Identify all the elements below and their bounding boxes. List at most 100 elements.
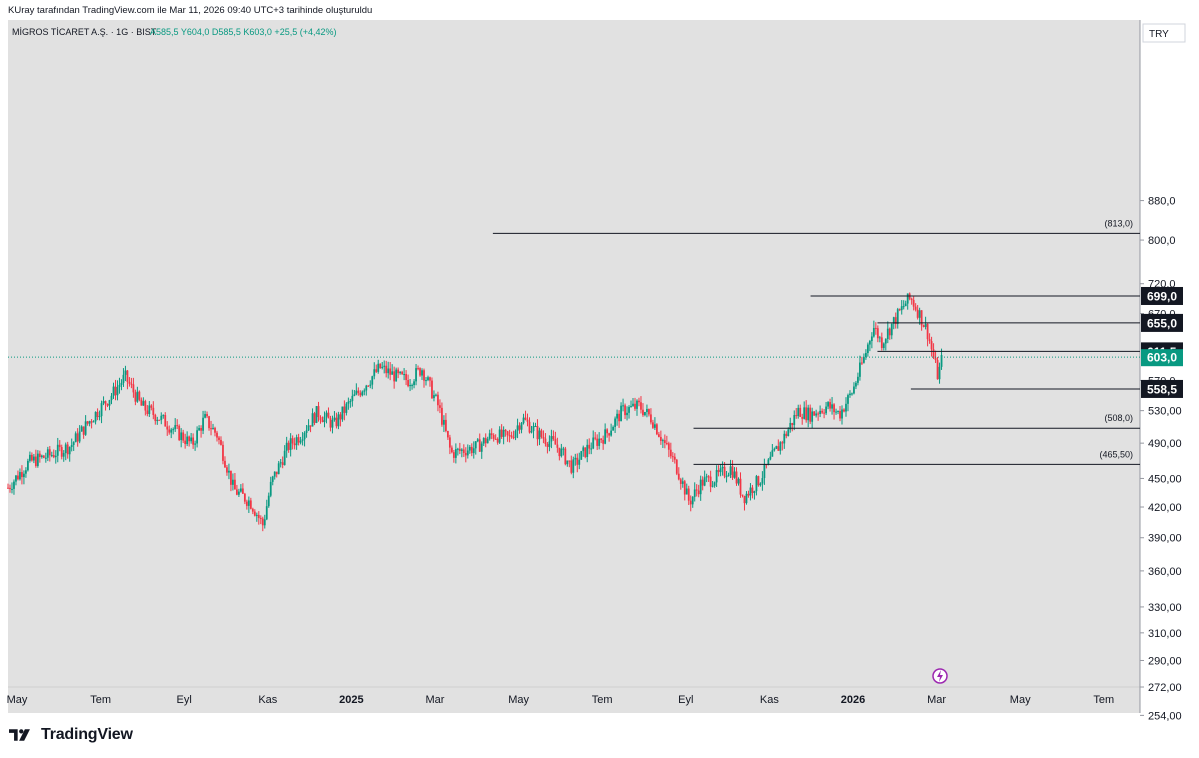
candle-body <box>727 474 730 477</box>
candle-body <box>230 470 232 485</box>
currency-box[interactable]: TRY <box>1142 23 1186 43</box>
price-axis[interactable] <box>1140 20 1192 713</box>
candle-body <box>116 387 119 396</box>
candle-body <box>371 376 374 385</box>
candle-body <box>120 382 123 385</box>
candle-body <box>902 306 905 308</box>
chart-pane[interactable] <box>8 20 1140 687</box>
symbol-name[interactable]: MİGROS TİCARET A.Ş. · 1G · BIST <box>12 27 157 37</box>
candle-body <box>932 349 935 358</box>
candle-body <box>299 440 302 443</box>
candle-body <box>297 437 300 443</box>
candle-body <box>845 403 847 412</box>
candle-body <box>446 430 449 438</box>
candle-body <box>739 478 742 495</box>
candle-body <box>212 427 214 430</box>
candle-body <box>659 436 662 441</box>
candle-body <box>363 390 366 392</box>
candle-body <box>596 438 599 446</box>
candle-body <box>90 421 93 423</box>
candle-body <box>287 442 290 450</box>
candle-body <box>654 424 656 428</box>
candle-body <box>333 417 336 420</box>
candle-body <box>172 429 175 431</box>
candle-body <box>303 432 306 440</box>
levels-layer: (813,0) (508,0) (465,50) <box>8 218 1140 465</box>
candle-body <box>417 368 419 370</box>
candle-body <box>663 440 666 443</box>
time-ticks: May Tem Eyl Kas 2025 Mar May Tem Eyl Kas 2026 Mar Ma… <box>7 694 1115 706</box>
candle-body <box>359 392 362 396</box>
candle-body <box>305 430 308 433</box>
candle-body <box>309 425 312 427</box>
candle-body <box>361 391 364 396</box>
candle-body <box>715 470 718 483</box>
candle-body <box>747 493 750 496</box>
candle-body <box>767 459 770 465</box>
candle-body <box>930 341 933 350</box>
candle-body <box>817 413 820 415</box>
candle-body <box>835 411 837 413</box>
candle-body <box>152 407 155 415</box>
candle-body <box>226 467 228 473</box>
candle-body <box>255 514 258 516</box>
candle-body <box>894 317 897 325</box>
events-icon[interactable] <box>932 668 948 684</box>
candle-body <box>866 344 869 354</box>
candle-body <box>339 414 342 420</box>
candle-body <box>48 449 51 456</box>
candle-body <box>52 454 55 458</box>
candle-body <box>522 417 525 424</box>
candle-body <box>293 443 296 446</box>
candle-body <box>882 343 885 348</box>
candle-body <box>546 443 549 447</box>
candle-body <box>528 421 531 433</box>
candle-body <box>237 491 240 495</box>
time-axis[interactable] <box>8 687 1140 713</box>
candle-body <box>239 488 242 492</box>
candles-layer <box>7 292 943 532</box>
candle-body <box>500 429 503 437</box>
candle-body <box>407 379 409 387</box>
candle-body <box>890 323 893 336</box>
candle-body <box>588 444 591 449</box>
candle-body <box>855 382 857 387</box>
candle-body <box>936 360 939 380</box>
candle-body <box>228 470 230 473</box>
candle-body <box>331 419 334 428</box>
candle-body <box>245 501 248 506</box>
candle-body <box>11 488 13 490</box>
candle-body <box>30 454 33 461</box>
candle-body <box>940 355 943 367</box>
candle-body <box>108 400 111 406</box>
candle-body <box>257 514 260 518</box>
candle-body <box>791 422 794 426</box>
candle-body <box>785 433 788 437</box>
candle-body <box>880 337 883 348</box>
candle-body <box>448 437 451 448</box>
candle-body <box>42 455 45 458</box>
candle-body <box>383 365 386 367</box>
candle-body <box>532 426 535 432</box>
candle-body <box>385 365 388 374</box>
candle-body <box>646 408 648 412</box>
candle-body <box>126 370 129 382</box>
candle-body <box>464 452 467 456</box>
price-tick-label: 254,00 <box>1148 710 1182 722</box>
level-tag-label: 558,5 <box>1147 382 1177 396</box>
candle-body <box>841 409 843 419</box>
candle-body <box>66 444 69 455</box>
candle-body <box>253 511 256 516</box>
candle-body <box>755 476 758 492</box>
candle-body <box>184 440 187 445</box>
candle-body <box>741 494 744 496</box>
candle-body <box>403 374 406 376</box>
candle-body <box>216 432 218 438</box>
candle-body <box>458 448 461 451</box>
candle-body <box>174 425 177 430</box>
candle-body <box>202 417 204 431</box>
candle-body <box>341 406 344 420</box>
candle-body <box>870 336 873 342</box>
